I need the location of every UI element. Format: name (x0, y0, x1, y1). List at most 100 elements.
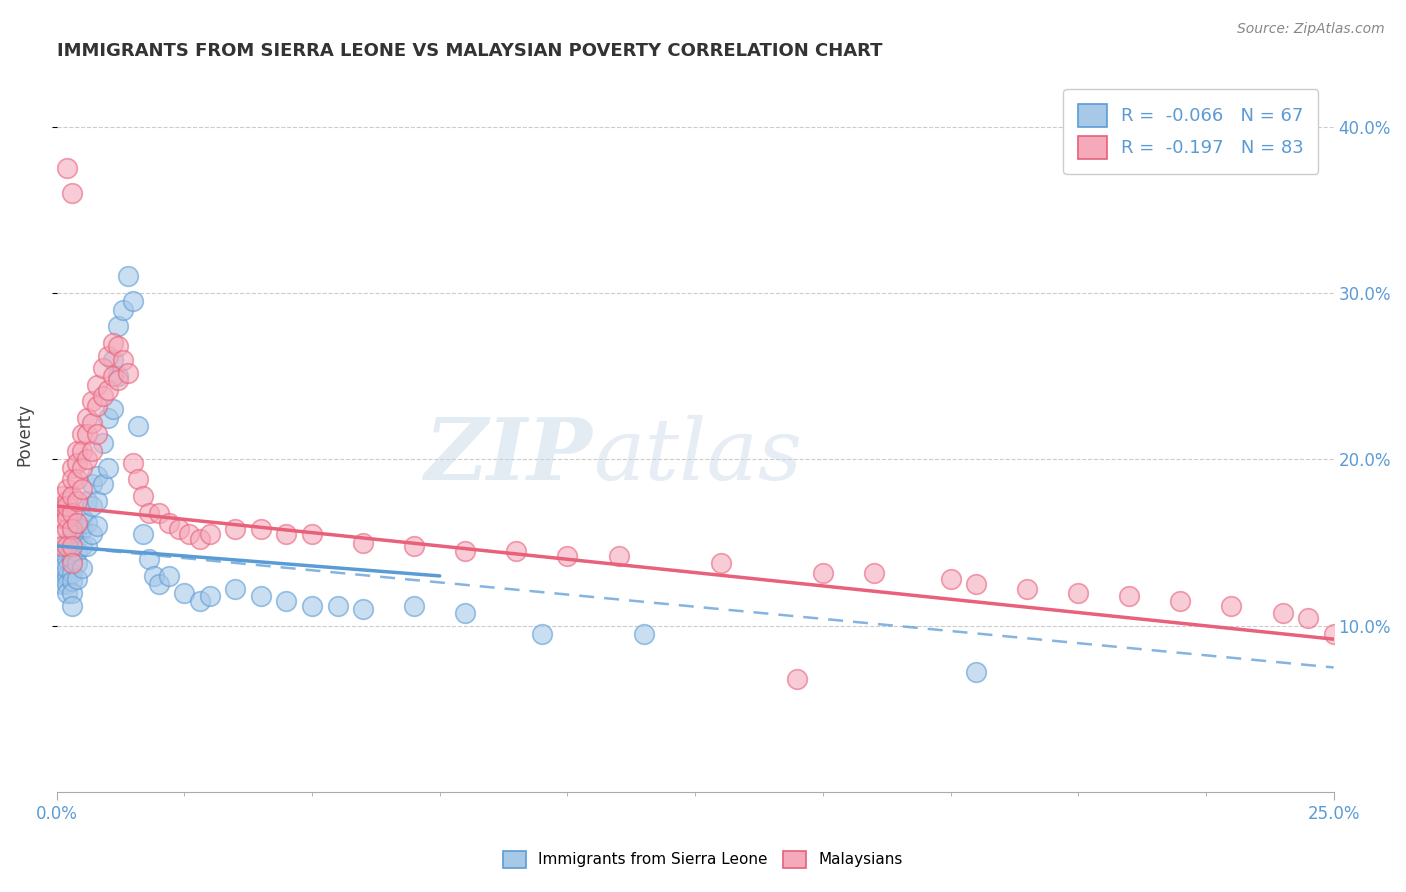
Point (786, 672, 808, 686)
Point (167, 522, 190, 536)
Point (66, 472, 89, 486)
Point (82, 444, 104, 458)
Point (70, 483, 93, 497)
Point (97, 460, 120, 475)
Point (633, 627, 655, 641)
Point (56, 161, 79, 175)
Point (66, 533, 89, 547)
Point (326, 599, 349, 613)
Point (107, 372, 129, 386)
Point (60, 574, 83, 588)
Point (107, 339, 129, 353)
Point (127, 472, 149, 486)
Point (56, 539, 79, 553)
Point (352, 602, 374, 616)
Point (188, 533, 211, 547)
Point (70, 460, 93, 475)
Point (1118, 589, 1140, 603)
Point (82, 416, 104, 430)
Point (66, 516, 89, 530)
Point (51, 510, 73, 524)
Point (965, 577, 987, 591)
Point (198, 527, 221, 541)
Point (60, 506, 83, 520)
Point (56, 569, 79, 583)
Point (276, 594, 298, 608)
Point (56, 552, 79, 566)
Point (173, 585, 195, 599)
Point (352, 535, 374, 549)
Point (51, 560, 73, 574)
Point (60, 566, 83, 580)
Y-axis label: Poverty: Poverty (15, 403, 32, 466)
Point (60, 460, 83, 475)
Point (224, 582, 246, 597)
Point (138, 552, 160, 566)
Point (56, 522, 79, 536)
Point (1296, 610, 1319, 624)
Point (224, 522, 246, 536)
Point (70, 539, 93, 553)
Point (60, 539, 83, 553)
Text: IMMIGRANTS FROM SIERRA LEONE VS MALAYSIAN POVERTY CORRELATION CHART: IMMIGRANTS FROM SIERRA LEONE VS MALAYSIA… (56, 42, 882, 60)
Point (51, 577, 73, 591)
Point (60, 489, 83, 503)
Point (86, 427, 108, 442)
Point (117, 366, 139, 380)
Point (56, 510, 79, 524)
Point (1170, 594, 1192, 608)
Point (97, 383, 120, 397)
Point (70, 510, 93, 524)
Point (101, 369, 124, 384)
Point (148, 577, 170, 591)
Point (82, 527, 104, 541)
Point (66, 494, 89, 508)
Point (939, 572, 962, 586)
Point (1271, 606, 1294, 620)
Point (82, 477, 104, 491)
Point (276, 527, 298, 541)
Point (965, 665, 987, 680)
Point (56, 577, 79, 591)
Point (70, 444, 93, 458)
Point (132, 527, 155, 541)
Point (1067, 585, 1090, 599)
Point (76, 410, 98, 425)
Point (56, 560, 79, 574)
Point (157, 569, 180, 583)
Point (127, 419, 149, 434)
Point (51, 489, 73, 503)
Point (60, 556, 83, 570)
Point (60, 472, 83, 486)
Legend: R =  -0.066   N = 67, R =  -0.197   N = 83: R = -0.066 N = 67, R = -0.197 N = 83 (1063, 89, 1319, 174)
Point (454, 606, 477, 620)
Point (505, 544, 527, 558)
Point (138, 506, 160, 520)
Point (60, 527, 83, 541)
Point (97, 349, 120, 363)
Point (863, 566, 886, 580)
Point (142, 569, 165, 583)
Point (51, 499, 73, 513)
Point (111, 302, 134, 317)
Point (811, 566, 834, 580)
Point (66, 444, 89, 458)
Point (188, 594, 211, 608)
Point (60, 599, 83, 613)
Point (70, 560, 93, 574)
Point (86, 469, 108, 483)
Point (60, 539, 83, 553)
Point (1220, 599, 1243, 613)
Point (60, 585, 83, 599)
Point (97, 410, 120, 425)
Point (404, 539, 426, 553)
Point (60, 186, 83, 200)
Point (107, 369, 129, 384)
Point (301, 527, 323, 541)
Point (250, 589, 273, 603)
Point (117, 269, 139, 284)
Point (101, 335, 124, 350)
Point (179, 527, 201, 541)
Point (530, 627, 553, 641)
Point (122, 294, 145, 309)
